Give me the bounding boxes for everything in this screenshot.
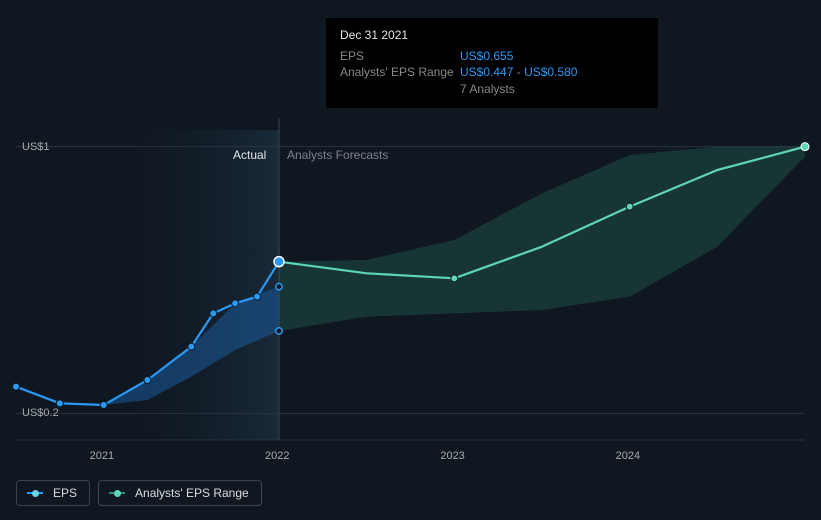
legend-label: Analysts' EPS Range (135, 486, 249, 500)
tooltip-range-hi: US$0.580 (524, 65, 577, 79)
tooltip-date: Dec 31 2021 (340, 28, 644, 42)
tooltip-eps-label: EPS (340, 49, 460, 63)
legend-swatch (109, 489, 125, 497)
y-tick-label: US$0.2 (22, 407, 59, 419)
tooltip-eps-value: US$0.655 (460, 49, 513, 63)
x-tick-label: 2022 (265, 450, 289, 462)
tooltip-range-lo: US$0.447 (460, 65, 513, 79)
eps-chart: US$1 US$0.2 2021 2022 2023 2024 Actual Analy… (0, 0, 821, 520)
legend: EPS Analysts' EPS Range (16, 480, 262, 506)
section-label-actual: Actual (233, 148, 266, 162)
x-tick-label: 2024 (616, 450, 640, 462)
y-tick-label: US$1 (22, 141, 50, 153)
tooltip-range-label: Analysts' EPS Range (340, 65, 460, 79)
tooltip-analyst-count: 7 Analysts (460, 80, 644, 96)
tooltip-range-sep: - (517, 65, 524, 79)
hover-tooltip: Dec 31 2021 EPS US$0.655 Analysts' EPS R… (326, 18, 658, 108)
legend-item-eps-range[interactable]: Analysts' EPS Range (98, 480, 262, 506)
x-tick-label: 2021 (90, 450, 114, 462)
x-tick-label: 2023 (440, 450, 464, 462)
legend-label: EPS (53, 486, 77, 500)
section-label-forecast: Analysts Forecasts (287, 148, 388, 162)
legend-item-eps[interactable]: EPS (16, 480, 90, 506)
legend-swatch (27, 489, 43, 497)
